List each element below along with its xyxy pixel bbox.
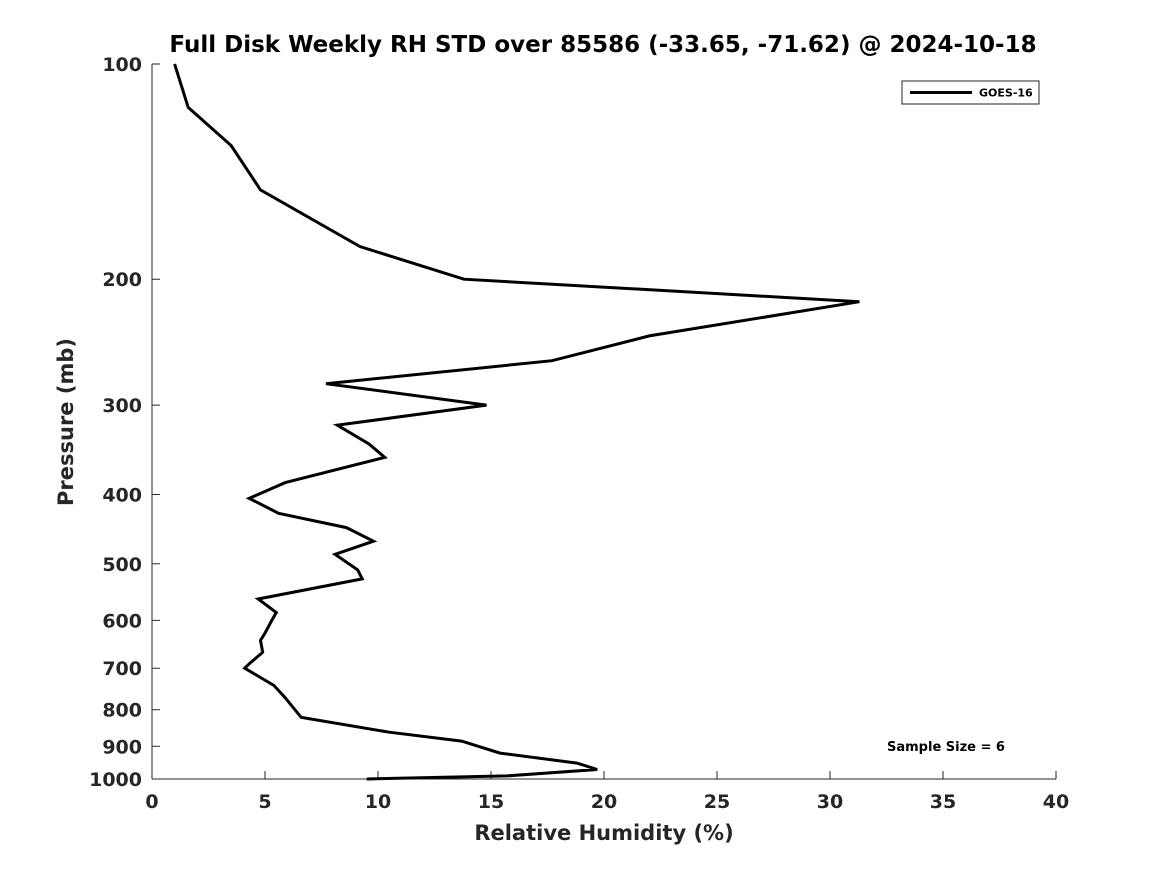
legend-entry-label: GOES-16 xyxy=(979,87,1033,100)
plot-area: 0 5 10 15 20 25 30 35 40 100 200 300 400 500 600 700 80… xyxy=(89,54,1069,813)
y-tick-label: 300 xyxy=(102,395,142,417)
x-tick-label: 30 xyxy=(817,791,843,813)
series-layer xyxy=(173,63,860,781)
y-tick-label: 600 xyxy=(102,610,142,632)
sample-size-annotation: Sample Size = 6 xyxy=(887,740,1005,755)
y-tick-label: 400 xyxy=(102,484,142,506)
series-line xyxy=(173,63,860,781)
x-tick-label: 5 xyxy=(258,791,271,813)
legend: GOES-16 xyxy=(901,80,1040,105)
x-tick-label: 20 xyxy=(591,791,617,813)
y-axis-label: Pressure (mb) xyxy=(54,338,78,506)
x-tick-label: 40 xyxy=(1043,791,1069,813)
y-tick-label: 800 xyxy=(102,700,142,722)
y-tick-label: 1000 xyxy=(89,769,142,791)
x-tick-label: 10 xyxy=(365,791,391,813)
x-tick-label: 25 xyxy=(704,791,730,813)
chart-title: Full Disk Weekly RH STD over 85586 (-33.… xyxy=(169,32,1036,58)
x-tick-label: 35 xyxy=(930,791,956,813)
x-axis-label: Relative Humidity (%) xyxy=(474,821,733,845)
y-tick-label: 500 xyxy=(102,554,142,576)
y-tick-label: 900 xyxy=(102,736,142,758)
x-tick-label: 15 xyxy=(478,791,504,813)
y-tick-label: 200 xyxy=(102,269,142,291)
y-tick-label: 100 xyxy=(102,54,142,76)
y-ticks: 100 200 300 400 500 600 700 800 900 1000 xyxy=(89,54,160,791)
y-tick-label: 700 xyxy=(102,658,142,680)
x-tick-label: 0 xyxy=(145,791,158,813)
x-ticks: 0 5 10 15 20 25 30 35 40 xyxy=(145,771,1069,813)
